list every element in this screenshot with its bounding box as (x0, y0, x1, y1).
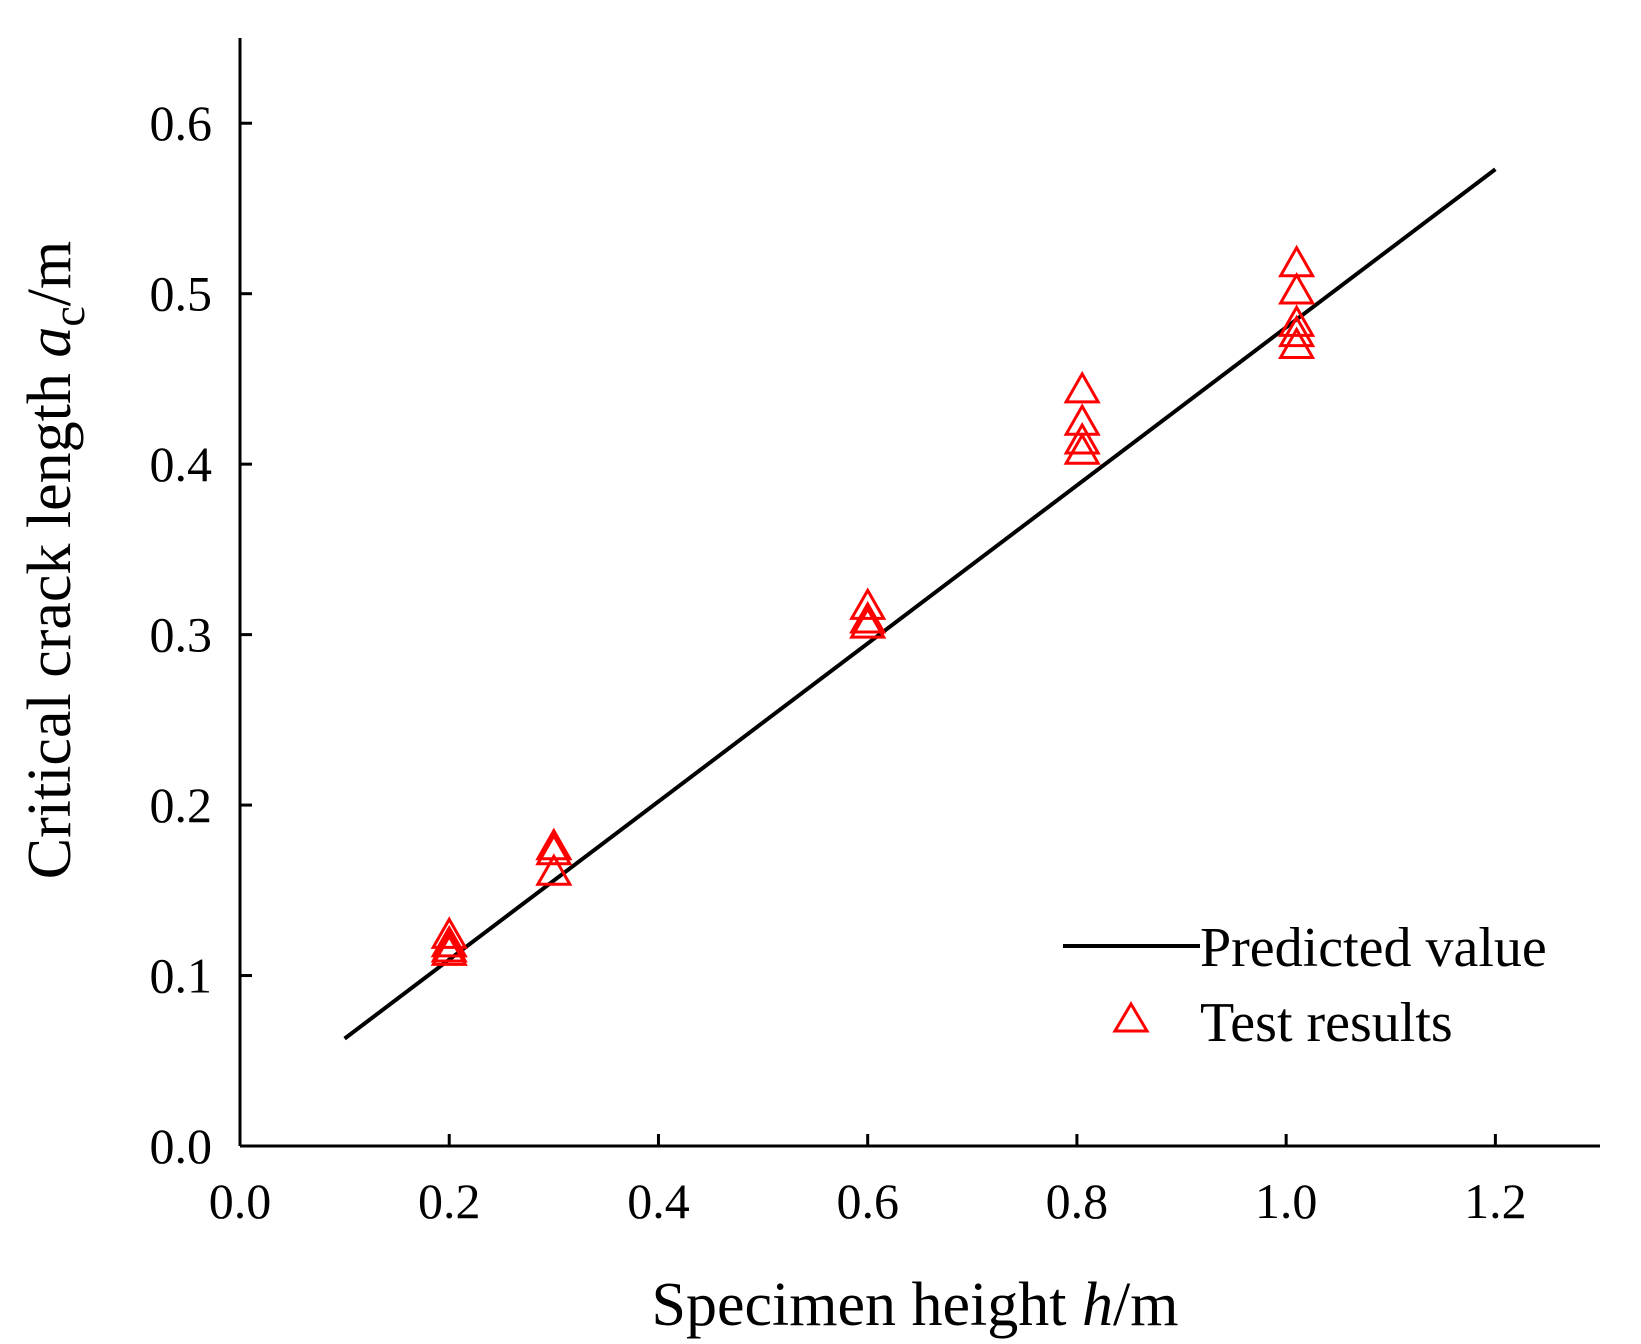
y-tick-label: 0.3 (150, 607, 213, 663)
y-tick-label: 0.0 (150, 1118, 213, 1174)
predicted-value-line (343, 167, 1497, 1041)
test-result-marker (535, 832, 573, 866)
test-result-marker (1063, 370, 1101, 404)
x-tick-label: 0.6 (836, 1173, 899, 1229)
test-result-marker (1063, 432, 1101, 465)
y-tick-label: 0.4 (150, 436, 213, 492)
y-tick-label: 0.5 (150, 266, 213, 322)
test-result-marker (430, 916, 468, 949)
test-result-marker (430, 924, 468, 958)
x-axis-title: Specimen height h/m (652, 1271, 1179, 1339)
x-tick-label: 1.2 (1464, 1173, 1527, 1229)
test-result-marker (430, 929, 468, 963)
x-tick-label: 0.8 (1046, 1173, 1109, 1229)
legend-label-test: Test results (1200, 992, 1453, 1054)
x-tick-label: 0.0 (209, 1173, 272, 1229)
x-tick-label: 0.2 (418, 1173, 481, 1229)
y-tick-label: 0.1 (150, 948, 213, 1004)
test-result-marker (849, 587, 887, 620)
test-result-marker (1278, 304, 1316, 337)
test-result-marker (1278, 326, 1316, 360)
x-ticks: 0.0 0.2 0.4 0.6 0.8 1.0 1.2 (209, 1134, 1527, 1229)
x-tick-label: 0.4 (627, 1173, 690, 1229)
test-result-marker (1278, 271, 1316, 305)
test-result-marker (430, 933, 468, 966)
test-result-marker (1278, 244, 1316, 278)
test-result-marker (849, 606, 887, 639)
y-tick-label: 0.6 (150, 95, 213, 151)
y-tick-label: 0.2 (150, 777, 213, 833)
legend-triangle-swatch (1112, 1001, 1150, 1033)
test-result-marker (1278, 314, 1316, 348)
y-ticks: 0.0 0.1 0.2 0.3 0.4 0.5 0.6 (150, 95, 252, 1174)
axes (238, 38, 1600, 1148)
y-axis-title: Critical crack length ac/m (16, 241, 94, 880)
test-result-marker (1063, 421, 1101, 455)
test-result-marker (1063, 403, 1101, 436)
x-tick-label: 1.0 (1255, 1173, 1318, 1229)
plot-series (343, 167, 1497, 1041)
test-result-marker (849, 600, 887, 634)
legend-label-predicted: Predicted value (1200, 917, 1547, 979)
test-result-marker (535, 853, 573, 886)
legend: Predicted value Test results (1063, 917, 1547, 1054)
